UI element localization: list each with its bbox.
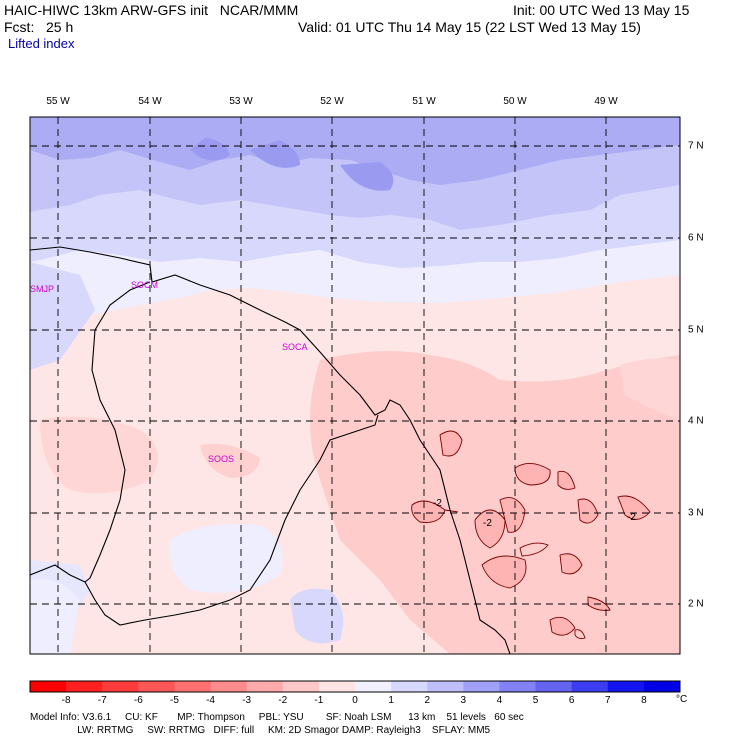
lat-label: 4 N [688,415,704,427]
lon-label: 49 W [594,96,618,107]
colorbar-tick-label: 0 [352,695,358,706]
station-label: SOCA [282,342,308,352]
colorbar-tick-label: -4 [206,695,215,706]
colorbar-frame [29,680,681,693]
colorbar-swatch [571,681,609,692]
colorbar-swatch [174,681,212,692]
init-time: Init: 00 UTC Wed 13 May 15 [513,2,690,18]
colorbar-swatch [355,681,392,692]
colorbar-tick-label: 5 [532,695,539,706]
colorbar-swatch [391,681,428,692]
colorbar-swatch [282,681,320,692]
lat-label: 3 N [688,507,704,519]
lon-label: 52 W [320,96,344,107]
contour-label: -2 [627,512,636,523]
colorbar-swatch [30,681,67,692]
colorbar-swatch [66,681,103,692]
lat-label: 7 N [688,140,704,152]
station-label: SOOS [208,454,234,464]
colorbar-tick-label: -3 [242,695,252,706]
lon-label: 51 W [412,96,436,107]
colorbar-tick-label: -5 [169,695,179,706]
colorbar-swatch [535,681,573,692]
colorbar-tick-label: 3 [460,695,467,706]
lon-label: 50 W [503,96,527,107]
model-info-line1: Model Info: V3.6.1 CU: KF MP: Thompson P… [30,712,524,723]
colorbar-swatch [427,681,464,692]
map-frame [29,116,681,655]
valid-time: Valid: 01 UTC Thu 14 May 15 (22 LST Wed … [298,19,641,35]
colorbar-swatch [318,681,356,692]
station-label: SOCM [131,280,158,290]
colorbar-tick-label: 8 [641,695,647,706]
colorbar-tick-label: -8 [61,695,71,706]
lat-label: 6 N [688,232,704,244]
colorbar-swatch [210,681,248,692]
lon-label: 54 W [138,96,162,107]
colorbar-swatch [499,681,537,692]
colorbar-unit: °C [676,694,688,705]
colorbar-swatch [463,681,500,692]
colorbar-tick-label: 2 [424,695,430,706]
lon-label: 55 W [46,96,70,107]
colorbar-tick-label: 1 [388,695,394,706]
forecast-hour: Fcst: 25 h [4,19,74,35]
field-name: Lifted index [8,36,75,51]
colorbar [29,680,681,693]
contour-label: -2 [433,498,442,509]
colorbar-swatch [643,681,681,692]
lat-label: 5 N [688,324,704,336]
colorbar-tick-label: -1 [314,695,324,706]
contour-lines [411,430,651,640]
lon-label: 53 W [229,96,253,107]
graticule [30,117,680,654]
colorbar-swatch [102,681,139,692]
contour-label: -2 [483,518,492,529]
coastline-borders [30,246,511,654]
lat-label: 2 N [688,598,704,610]
colorbar-tick-label: 6 [568,695,575,706]
colorbar-swatch [607,681,645,692]
model-title: HAIC-HIWC 13km ARW-GFS init NCAR/MMM [4,2,299,18]
colorbar-tick-label: -2 [278,695,288,706]
colorbar-swatch [246,681,284,692]
colorbar-tick-label: -6 [133,695,143,706]
model-info-line2: LW: RRTMG SW: RRTMG DIFF: full KM: 2D Sm… [30,725,491,736]
colorbar-tick-label: 7 [604,695,611,706]
field-shading [30,117,680,654]
colorbar-swatch [138,681,175,692]
station-label: SMJP [30,284,54,294]
colorbar-tick-label: -7 [97,695,107,706]
colorbar-tick-label: 4 [496,695,503,706]
